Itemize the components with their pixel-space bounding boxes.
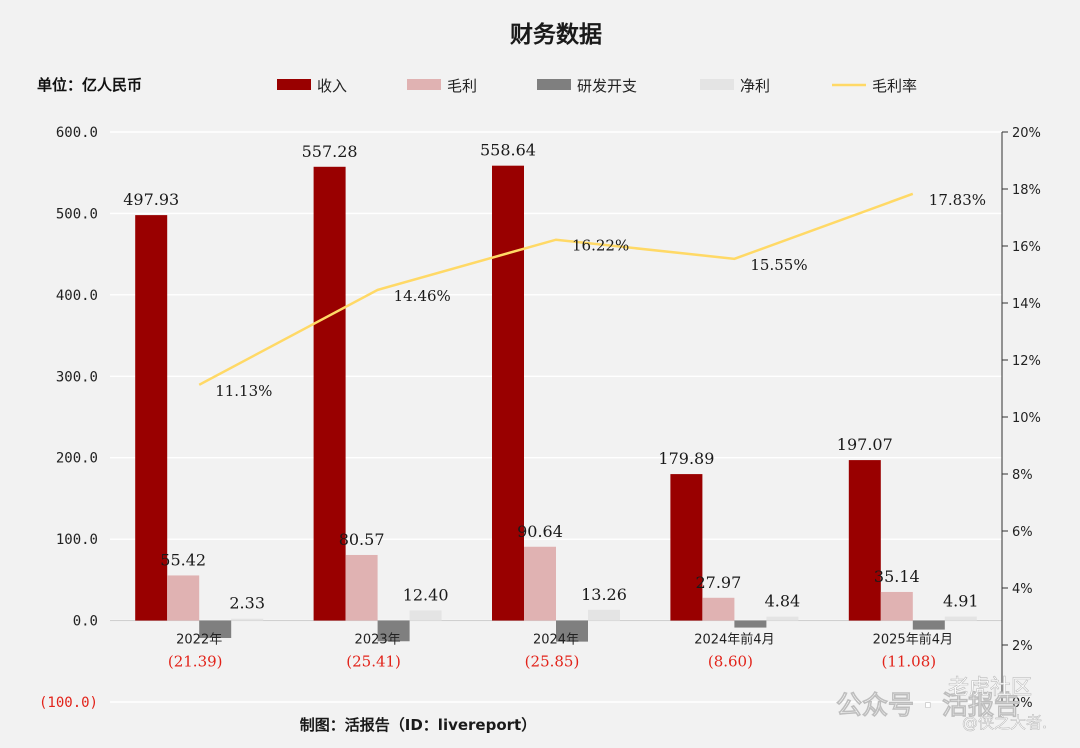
legend-label: 毛利率 <box>872 77 917 95</box>
y-left-tick-label: 100.0 <box>56 532 98 548</box>
margin-label: 16.22% <box>572 237 629 255</box>
margin-label: 11.13% <box>215 382 272 400</box>
bar-2-1 <box>377 620 410 642</box>
unit-label: 单位：亿人民币 <box>37 76 142 94</box>
data-label-negative: (25.41) <box>346 653 401 671</box>
bar-1-4 <box>880 591 913 621</box>
bar-1-2 <box>524 546 556 621</box>
watermark-line3: @侠之大者. <box>962 713 1047 732</box>
data-label-negative: (25.85) <box>525 653 580 671</box>
watermark-line2: 老虎社区 <box>948 675 1032 699</box>
data-label: 557.28 <box>302 142 358 161</box>
legend-swatch <box>700 79 734 90</box>
y-right-tick-label: 10% <box>1012 411 1041 426</box>
legend-label: 研发开支 <box>577 77 637 95</box>
category-label: 2024年前4月 <box>694 632 774 648</box>
category-label: 2023年 <box>355 633 401 648</box>
bar-3-3 <box>766 616 799 621</box>
margin-line <box>198 192 914 386</box>
margin-label: 14.46% <box>394 287 451 305</box>
legend-swatch <box>277 79 311 90</box>
y-right-tick-label: 12% <box>1012 354 1041 369</box>
bar-2-0 <box>199 620 232 638</box>
watermark-line1: 公众号 · 活报告 <box>836 690 1020 721</box>
bar-2-2 <box>556 620 588 642</box>
data-label-negative: (11.08) <box>881 653 936 671</box>
bar-3-1 <box>409 610 442 621</box>
data-label: 179.89 <box>658 449 714 468</box>
category-label: 2025年前4月 <box>873 632 953 648</box>
data-label-negative: (21.39) <box>168 653 223 671</box>
data-label: 35.14 <box>874 567 920 586</box>
data-label: 2.33 <box>229 594 265 613</box>
y-right-tick-label: 18% <box>1012 183 1041 198</box>
legend-swatch <box>537 79 571 90</box>
bar-0-1 <box>313 166 346 621</box>
y-left-tick-label: 500.0 <box>56 206 98 222</box>
y-left-tick-label: 200.0 <box>56 451 98 467</box>
y-right-tick-label: 14% <box>1012 297 1041 312</box>
y-left-tick-label: (100.0) <box>39 695 98 711</box>
margin-label: 17.83% <box>929 191 986 209</box>
y-left-tick-label: 0.0 <box>73 614 98 630</box>
margin-polyline <box>198 192 914 386</box>
data-label: 80.57 <box>339 530 385 549</box>
gridlines <box>110 131 1002 703</box>
y-right-tick-label: 8% <box>1012 468 1033 483</box>
data-label: 12.40 <box>403 585 449 604</box>
data-label: 27.97 <box>695 573 741 592</box>
bar-0-4 <box>848 460 881 621</box>
y-right-tick-label: 0% <box>1012 696 1033 711</box>
bar-0-0 <box>135 215 168 621</box>
bar-3-0 <box>231 618 264 621</box>
bar-1-3 <box>702 597 735 621</box>
chart-title: 财务数据 <box>510 22 602 48</box>
y-right-tick-label: 2% <box>1012 639 1033 654</box>
y-right-tick-label: 4% <box>1012 582 1033 597</box>
category-label: 2024年 <box>533 633 579 648</box>
y-left-tick-label: 400.0 <box>56 288 98 304</box>
bar-0-3 <box>670 474 703 621</box>
y-left-tick-label: 300.0 <box>56 369 98 385</box>
legend-label: 净利 <box>740 77 770 95</box>
watermark: 公众号 · 活报告 老虎社区 @侠之大者. <box>836 675 1048 733</box>
data-label: 55.42 <box>160 550 206 569</box>
bar-3-4 <box>944 616 977 621</box>
category-label: 2022年 <box>176 633 222 648</box>
bar-3-2 <box>588 609 620 621</box>
data-label: 13.26 <box>581 585 627 604</box>
y-left-tick-label: 600.0 <box>56 125 98 141</box>
y-right-tick-label: 16% <box>1012 240 1041 255</box>
bar-0-2 <box>492 165 524 621</box>
margin-label: 15.55% <box>750 256 807 274</box>
data-label: 558.64 <box>480 141 536 160</box>
bar-1-1 <box>345 554 378 621</box>
bar-2-4 <box>912 620 945 630</box>
data-label: 497.93 <box>123 190 179 209</box>
data-label: 90.64 <box>517 522 563 541</box>
legend-label: 收入 <box>317 77 347 95</box>
bar-1-0 <box>167 575 200 621</box>
legend: 收入 毛利 研发开支 净利 毛利率 <box>277 77 917 95</box>
data-label: 4.91 <box>943 592 979 611</box>
legend-label: 毛利 <box>447 77 477 95</box>
data-label-negative: (8.60) <box>708 653 753 671</box>
data-label: 4.84 <box>765 592 801 611</box>
bars <box>135 165 977 642</box>
y-right-tick-label: 6% <box>1012 525 1033 540</box>
y-right-tick-label: 20% <box>1012 126 1041 141</box>
footer-credit: 制图：活报告（ID：livereport） <box>300 716 536 734</box>
data-labels: 2022年 2023年 2024年 2024年前4月 2025年前4月 497.93 557… <box>123 141 986 671</box>
data-label: 197.07 <box>837 435 893 454</box>
legend-swatch <box>407 79 441 90</box>
bar-2-3 <box>734 620 767 628</box>
